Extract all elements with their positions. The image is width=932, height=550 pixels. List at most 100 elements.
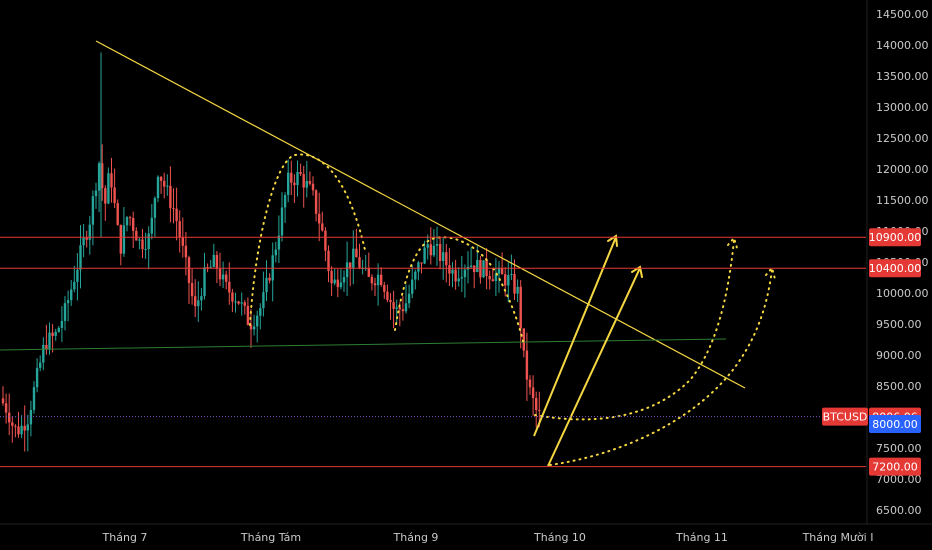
x-tick-label: Tháng 9 xyxy=(393,531,439,544)
arrow-up-1 xyxy=(533,236,617,437)
candle-body xyxy=(429,244,432,256)
candle-body xyxy=(497,267,501,274)
candle-body xyxy=(119,224,122,254)
candle-body xyxy=(35,367,39,388)
x-tick-label: Tháng Mười I xyxy=(802,531,874,544)
candle-body xyxy=(451,269,454,274)
candle-body xyxy=(147,233,150,250)
candle-body xyxy=(14,425,17,427)
candle-body xyxy=(333,279,336,284)
candle-body xyxy=(175,208,178,222)
candle-body xyxy=(240,302,243,304)
candle-body xyxy=(82,237,85,246)
candle-body xyxy=(206,267,209,269)
candle-body xyxy=(1,398,5,404)
candle-body xyxy=(181,237,184,246)
candle-body xyxy=(445,252,448,266)
y-tick-label: 9000.00 xyxy=(876,349,922,362)
candle-body xyxy=(8,412,11,423)
candle-body xyxy=(32,387,36,410)
candle-body xyxy=(274,249,277,256)
y-tick-label: 7000.00 xyxy=(876,473,922,486)
candle-body xyxy=(76,269,79,282)
y-tick-label: 12000.00 xyxy=(876,163,929,176)
descending-trendline xyxy=(95,40,746,389)
candle-body xyxy=(29,409,33,425)
candle-body xyxy=(358,257,361,268)
candle-body xyxy=(215,254,219,269)
y-tick-label: 12500.00 xyxy=(876,132,929,145)
candle-body xyxy=(94,190,98,197)
candle-body xyxy=(42,344,45,363)
candle-body xyxy=(163,180,166,187)
candle-body xyxy=(51,332,54,336)
candle-body xyxy=(345,262,349,278)
candle-body xyxy=(26,424,29,431)
arrow-head-2 xyxy=(631,265,643,278)
candle-body xyxy=(116,203,119,225)
candle-body xyxy=(73,281,76,290)
candle-body xyxy=(401,309,405,312)
y-tick-label: 8500.00 xyxy=(876,380,922,393)
y-tick-label: 6500.00 xyxy=(876,504,922,517)
candle-body xyxy=(376,274,380,286)
y-tick-label: 11500.00 xyxy=(876,194,929,207)
candle-body xyxy=(308,181,312,184)
candle-body xyxy=(336,279,339,288)
candle-body xyxy=(85,237,88,240)
candle-body xyxy=(324,230,327,251)
price-badge-text: 7200.00 xyxy=(872,461,918,474)
candle-body xyxy=(454,269,457,282)
candle-body xyxy=(150,217,153,234)
candle-body xyxy=(107,173,110,204)
candle-body xyxy=(20,425,23,435)
candle-body xyxy=(259,308,262,316)
candle-body xyxy=(491,279,494,282)
candle-body xyxy=(380,274,383,286)
candle-body xyxy=(153,198,157,218)
candle-body xyxy=(389,299,392,303)
candle-body xyxy=(442,252,445,261)
y-tick-label: 9500.00 xyxy=(876,318,922,331)
candle-body xyxy=(417,262,420,272)
candle-body xyxy=(156,176,160,199)
candle-body xyxy=(200,296,203,301)
candle-body xyxy=(209,266,212,268)
candle-body xyxy=(203,267,206,297)
x-axis: Tháng 7 Tháng Tám Tháng 9 Tháng 10 Tháng 11 T… xyxy=(0,523,932,544)
candle-body xyxy=(339,282,343,288)
horizontal-levels xyxy=(0,236,866,468)
candle-body xyxy=(166,185,169,187)
candle-body xyxy=(225,274,228,282)
candle-body xyxy=(141,239,144,250)
candle-body xyxy=(17,426,20,435)
candle-body xyxy=(352,248,355,268)
candle-body xyxy=(522,328,525,351)
y-tick-label: 7500.00 xyxy=(876,442,922,455)
dotted-arc-proj-2 xyxy=(549,269,773,466)
candle-body xyxy=(395,307,398,309)
candle-body xyxy=(327,250,330,271)
candle-body xyxy=(243,302,246,306)
candle-body xyxy=(407,293,411,304)
candle-body xyxy=(197,300,200,307)
x-tick-label: Tháng 10 xyxy=(533,531,586,544)
candle-body xyxy=(57,327,60,332)
candle-body xyxy=(194,296,197,307)
candle-body xyxy=(488,276,491,280)
candle-body xyxy=(45,344,48,350)
support-trendline xyxy=(0,338,727,351)
candle-body xyxy=(321,223,324,231)
candle-body xyxy=(473,265,476,273)
candle-body xyxy=(135,230,138,241)
candle-body xyxy=(268,277,271,281)
symbol-tag xyxy=(822,407,868,426)
candle-body xyxy=(528,379,532,388)
candle-body xyxy=(482,260,485,278)
candle-body xyxy=(138,239,141,241)
candle-body xyxy=(311,183,315,191)
candle-body xyxy=(516,286,519,294)
y-tick-label: 14000.00 xyxy=(876,39,929,52)
candle-body xyxy=(302,174,305,188)
